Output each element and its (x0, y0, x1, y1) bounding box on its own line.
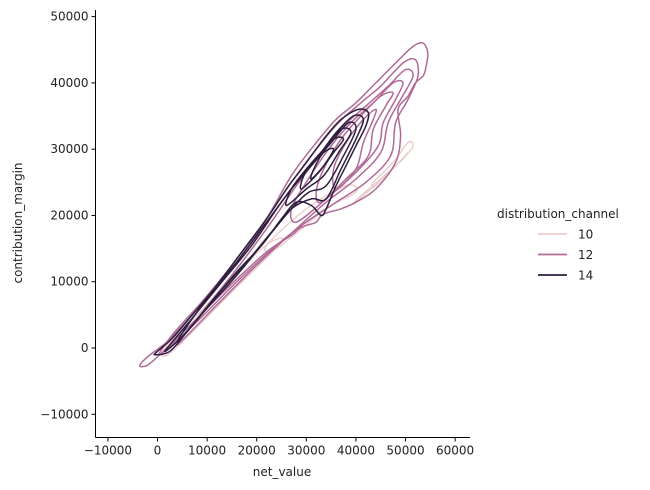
legend-label-10: 10 (578, 228, 593, 242)
series-10-contour-4 (161, 237, 284, 358)
series-12-contour-3 (176, 68, 414, 346)
contour-layer (138, 41, 429, 368)
legend-label-12: 12 (578, 248, 593, 262)
legend-entries: 10 12 14 (538, 228, 593, 283)
x-tick-label: 10000 (188, 444, 226, 458)
y-ticks: −10000 0 10000 20000 30000 40000 50000 (40, 10, 96, 421)
legend-title: distribution_channel (497, 207, 619, 221)
y-tick-label: 50000 (50, 10, 88, 24)
x-tick-label: −10000 (84, 444, 132, 458)
legend: distribution_channel 10 12 14 (497, 207, 619, 283)
series-14-contours (153, 108, 370, 356)
y-tick-label: 10000 (50, 275, 88, 289)
series-14-contour-4 (284, 127, 352, 207)
x-tick-label: 20000 (238, 444, 276, 458)
x-tick-label: 50000 (386, 444, 424, 458)
x-tick-label: 30000 (287, 444, 325, 458)
legend-label-14: 14 (578, 269, 593, 283)
y-tick-label: 30000 (50, 142, 88, 156)
y-tick-label: −10000 (40, 407, 88, 421)
x-tick-label: 60000 (436, 444, 474, 458)
series-12-contour-4 (289, 79, 404, 224)
series-10-contour-2 (352, 151, 410, 205)
y-tick-label: 0 (81, 341, 89, 355)
series-12-contours (138, 41, 429, 368)
x-axis-title: net_value (253, 465, 311, 479)
x-ticks: −10000 0 10000 20000 30000 40000 50000 60000 (84, 437, 474, 458)
y-tick-label: 40000 (50, 76, 88, 90)
series-12-contour-6 (331, 108, 378, 190)
series-14-contour-6 (309, 147, 335, 180)
series-14-contour-3 (176, 121, 357, 343)
y-tick-label: 20000 (50, 208, 88, 222)
series-12-contour-5 (315, 91, 394, 204)
x-tick-label: 0 (154, 444, 162, 458)
x-tick-label: 40000 (337, 444, 375, 458)
y-axis-title: contribution_margin (11, 162, 25, 283)
